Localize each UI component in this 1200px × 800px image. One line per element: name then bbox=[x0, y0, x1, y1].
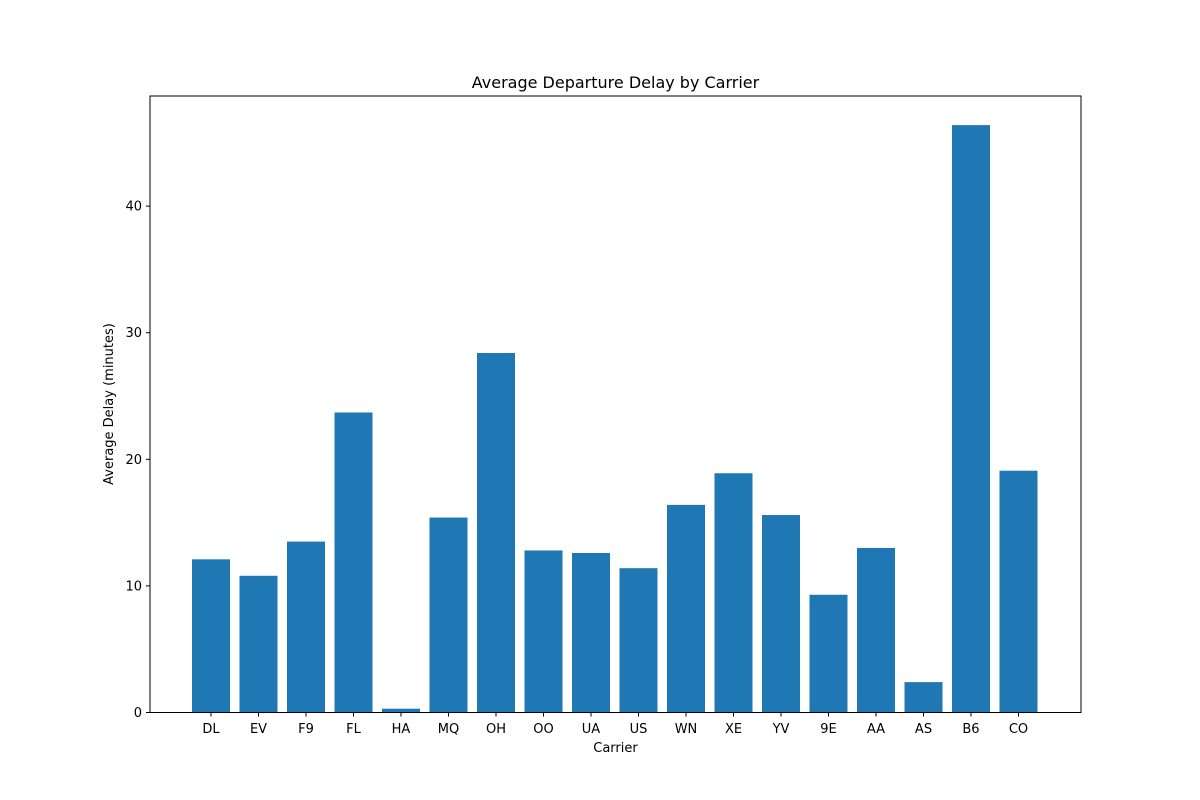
bar-dl bbox=[192, 559, 230, 713]
bar-ha bbox=[382, 708, 420, 713]
bar-ev bbox=[239, 575, 278, 713]
x-axis-label: Carrier bbox=[593, 741, 638, 756]
bar-fl bbox=[334, 412, 373, 713]
x-tick-label: EV bbox=[250, 722, 267, 737]
x-tick-label: YV bbox=[772, 722, 790, 737]
bar-ua bbox=[572, 552, 610, 713]
y-tick-label: 20 bbox=[125, 453, 142, 468]
x-tick-label: UA bbox=[582, 722, 601, 737]
bars-layer bbox=[192, 125, 1038, 713]
bar-9e bbox=[809, 594, 848, 713]
x-tick-label: OH bbox=[486, 722, 506, 737]
x-tick-label: HA bbox=[392, 722, 411, 737]
x-tick-label: XE bbox=[725, 722, 742, 737]
y-tick-label: 40 bbox=[125, 200, 142, 215]
x-tick-label: AS bbox=[915, 722, 932, 737]
y-tick-label: 0 bbox=[134, 706, 142, 721]
x-tick-label: FL bbox=[346, 722, 361, 737]
bar-yv bbox=[762, 515, 800, 713]
y-axis: 0 10 20 30 40 bbox=[125, 200, 150, 721]
y-tick-label: 10 bbox=[125, 579, 142, 594]
bar-b6 bbox=[952, 125, 990, 713]
y-axis-label: Average Delay (minutes) bbox=[102, 323, 117, 485]
plot-frame bbox=[149, 95, 1082, 713]
bar-us bbox=[619, 568, 658, 713]
bar-wn bbox=[667, 504, 705, 713]
x-tick-label: WN bbox=[675, 722, 698, 737]
bar-mq bbox=[429, 517, 468, 713]
x-tick-label: AA bbox=[867, 722, 885, 737]
y-tick-label: 30 bbox=[125, 326, 142, 341]
bar-xe bbox=[714, 473, 753, 713]
x-axis: DL EV F9 FL HA MQ OH OO UA US WN XE YV 9E AA AS B6 CO bbox=[202, 712, 1028, 737]
bar-f9 bbox=[287, 541, 325, 713]
bar-oo bbox=[524, 550, 563, 713]
bar-aa bbox=[857, 547, 895, 713]
x-tick-label: F9 bbox=[298, 722, 314, 737]
bar-co bbox=[999, 470, 1038, 713]
bar-oh bbox=[477, 352, 515, 713]
x-tick-label: 9E bbox=[820, 722, 837, 737]
x-tick-label: B6 bbox=[962, 722, 979, 737]
x-tick-label: DL bbox=[202, 722, 220, 737]
x-tick-label: MQ bbox=[438, 722, 459, 737]
x-tick-label: US bbox=[630, 722, 648, 737]
chart-title: Average Departure Delay by Carrier bbox=[472, 73, 760, 92]
bar-as bbox=[904, 682, 943, 713]
x-tick-label: CO bbox=[1009, 722, 1028, 737]
x-tick-label: OO bbox=[533, 722, 553, 737]
